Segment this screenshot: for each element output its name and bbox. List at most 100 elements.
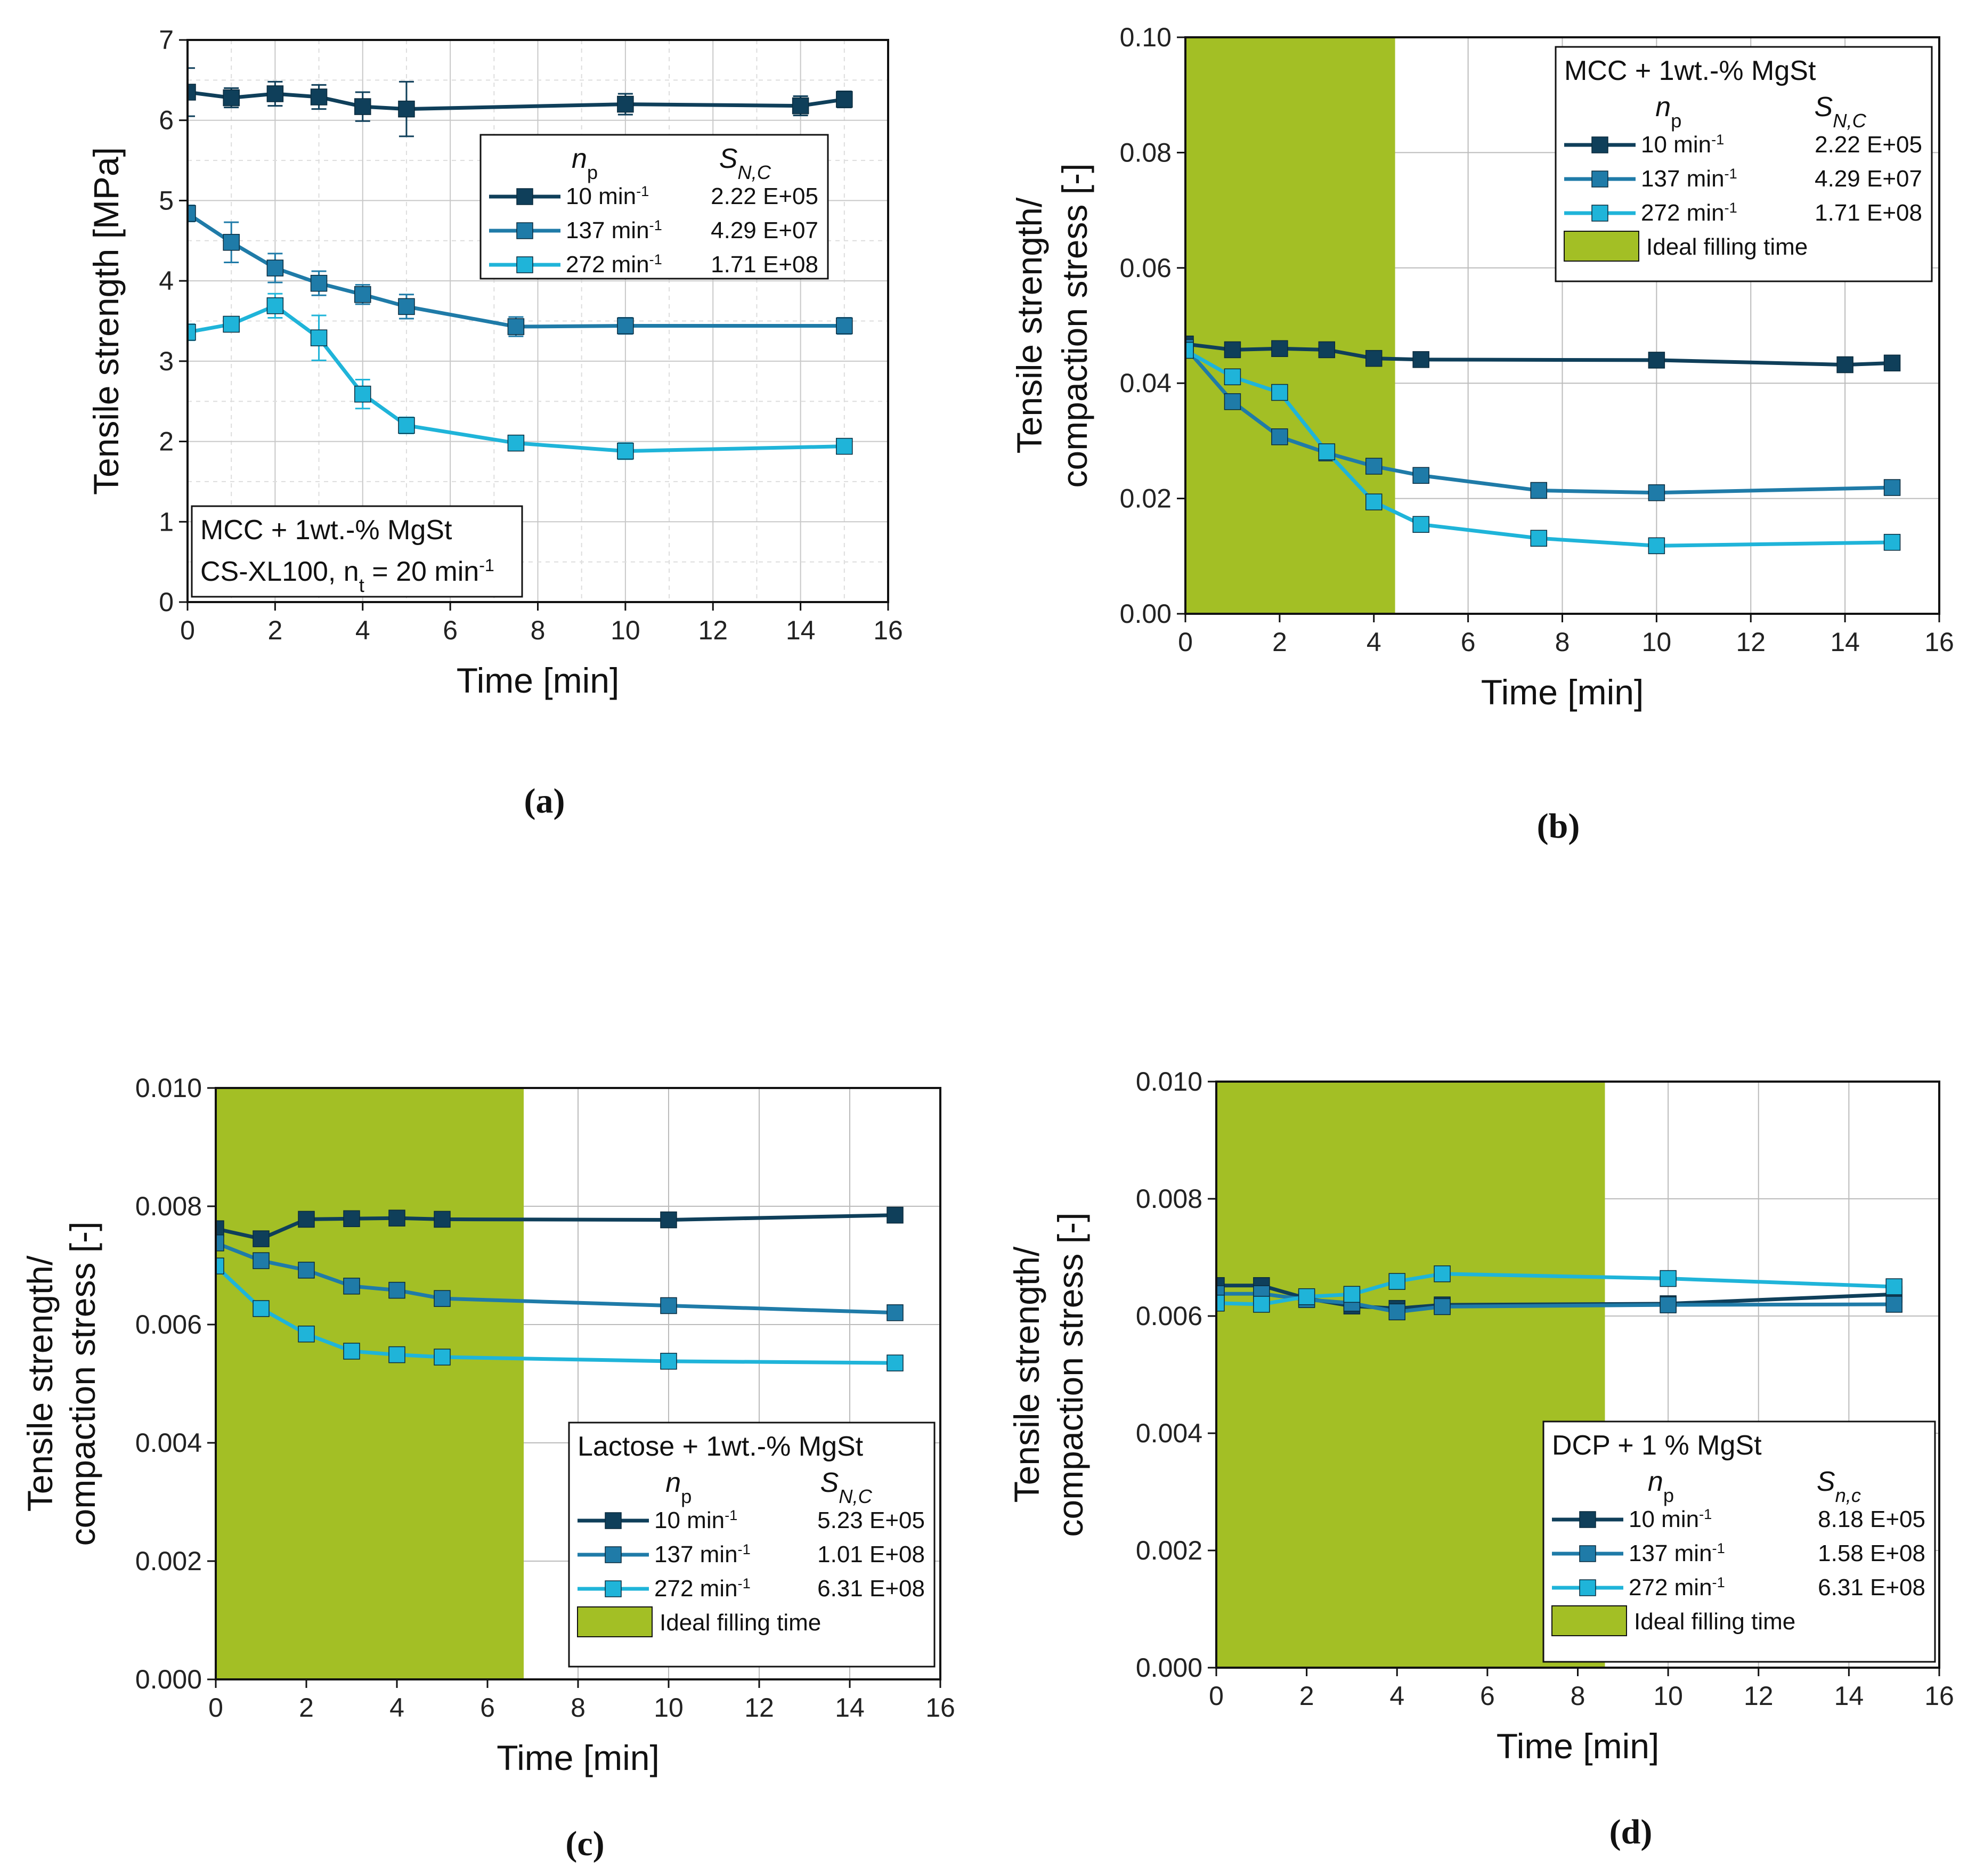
data-point xyxy=(660,1353,677,1370)
legend-fill-entry: Ideal filling time xyxy=(1551,1605,1795,1636)
data-point xyxy=(1648,537,1665,555)
y-axis-label-line: Tensile strength/ xyxy=(1010,197,1049,453)
legend-header-sn: SN,C xyxy=(1815,92,1867,132)
data-point xyxy=(343,1210,360,1228)
data-point xyxy=(887,1206,904,1224)
svg-text:6.31 E+08: 6.31 E+08 xyxy=(817,1575,925,1602)
axes: 0 2 4 6 8 10 12 14 16 0.000 0.002 0.004 0.006 0.008 0.… xyxy=(20,1073,955,1777)
panel-caption: (d) xyxy=(1609,1813,1653,1851)
series-s10 xyxy=(216,1206,904,1247)
legend: DCP + 1 % MgSt np Sn,c 10 min-1 8.18 E+05 137… xyxy=(1542,1420,1936,1663)
data-point xyxy=(223,234,240,251)
y-tick-label: 7 xyxy=(159,25,174,55)
data-point xyxy=(1412,351,1429,368)
x-tick-label: 12 xyxy=(698,615,728,645)
svg-text:10 min-1: 10 min-1 xyxy=(1629,1506,1712,1533)
panel-caption: (a) xyxy=(524,782,565,821)
data-point xyxy=(1648,484,1665,501)
y-tick-label: 0.08 xyxy=(1120,137,1172,167)
legend-title: Lactose + 1wt.-% MgSt xyxy=(578,1431,864,1462)
data-point xyxy=(1434,1265,1451,1282)
data-point xyxy=(266,259,284,277)
series-group xyxy=(188,67,853,460)
y-tick-label: 0.006 xyxy=(1136,1301,1202,1331)
x-tick-label: 0 xyxy=(208,1693,223,1723)
data-point xyxy=(1530,530,1548,547)
x-tick-label: 14 xyxy=(1830,627,1860,657)
y-tick-label: 5 xyxy=(159,185,174,215)
data-point xyxy=(1343,1286,1361,1303)
legend-entry: 272 min-1 1.71 E+08 xyxy=(489,251,818,278)
y-axis-label: Tensile strength [MPa] xyxy=(86,147,126,495)
y-tick-label: 0.000 xyxy=(135,1664,202,1694)
panel-caption: (c) xyxy=(565,1824,604,1863)
x-tick-label: 6 xyxy=(443,615,458,645)
x-tick-label: 8 xyxy=(1555,627,1570,657)
y-tick-label: 0.000 xyxy=(1136,1653,1202,1683)
legend-header-sn: SN,C xyxy=(719,143,771,183)
svg-text:272 min-1: 272 min-1 xyxy=(1629,1574,1725,1601)
x-tick-label: 2 xyxy=(1299,1681,1314,1711)
data-point xyxy=(1298,1288,1315,1305)
svg-text:4.29 E+07: 4.29 E+07 xyxy=(711,217,818,243)
legend-entry: 137 min-1 1.58 E+08 xyxy=(1552,1540,1925,1566)
y-tick-label: 0.004 xyxy=(1136,1418,1202,1448)
data-point xyxy=(1318,341,1336,359)
svg-text:1.71 E+08: 1.71 E+08 xyxy=(711,251,818,278)
y-tick-label: 0.004 xyxy=(135,1428,202,1458)
x-tick-label: 14 xyxy=(835,1693,865,1723)
y-tick-label: 0.006 xyxy=(135,1310,202,1339)
x-tick-label: 0 xyxy=(180,615,195,645)
svg-text:10 min-1: 10 min-1 xyxy=(1641,131,1724,158)
x-tick-label: 10 xyxy=(654,1693,684,1723)
data-point xyxy=(1836,356,1853,373)
legend-entry: 272 min-1 6.31 E+08 xyxy=(1552,1574,1925,1601)
x-tick-label: 10 xyxy=(611,615,640,645)
y-axis-label-line: compaction stress [-] xyxy=(1055,164,1094,488)
data-point xyxy=(434,1290,451,1307)
svg-text:1.71 E+08: 1.71 E+08 xyxy=(1815,200,1922,226)
data-point xyxy=(887,1304,904,1321)
data-point xyxy=(388,1346,405,1363)
data-point xyxy=(1224,341,1241,359)
data-point xyxy=(253,1252,270,1269)
data-point xyxy=(298,1262,315,1279)
y-tick-label: 2 xyxy=(159,427,174,457)
data-point xyxy=(1885,1278,1902,1295)
series-group xyxy=(1185,335,1901,555)
x-tick-label: 10 xyxy=(1642,627,1672,657)
y-tick-label: 0.002 xyxy=(135,1546,202,1576)
svg-text:137 min-1: 137 min-1 xyxy=(654,1541,751,1568)
svg-text:4.29 E+07: 4.29 E+07 xyxy=(1815,166,1922,192)
data-point xyxy=(188,205,196,222)
y-tick-label: 0.010 xyxy=(1136,1067,1202,1097)
x-tick-label: 6 xyxy=(1480,1681,1495,1711)
y-tick-label: 0.10 xyxy=(1120,22,1172,52)
svg-text:272 min-1: 272 min-1 xyxy=(1641,199,1737,226)
data-point xyxy=(1253,1296,1270,1313)
y-tick-label: 0.06 xyxy=(1120,253,1172,283)
svg-text:272 min-1: 272 min-1 xyxy=(654,1575,751,1602)
panel-caption: (b) xyxy=(1537,807,1580,846)
data-point xyxy=(223,89,240,107)
data-point xyxy=(617,95,634,113)
series-s10 xyxy=(1185,335,1901,373)
data-point xyxy=(216,1220,224,1237)
legend-entry: 272 min-1 6.31 E+08 xyxy=(578,1575,925,1602)
plot-frame xyxy=(1215,1081,1940,1669)
y-tick-label: 6 xyxy=(159,105,174,135)
legend-entry: 137 min-1 1.01 E+08 xyxy=(578,1541,925,1568)
data-point xyxy=(887,1354,904,1371)
axes: 0 2 4 6 8 10 12 14 16 0.000 0.002 0.004 0.006 0.008 0.… xyxy=(1007,1067,1954,1766)
data-point xyxy=(1271,340,1288,358)
data-point xyxy=(1365,458,1383,475)
data-point xyxy=(310,88,328,105)
annotation-box: MCC + 1wt.-% MgSt CS-XL100, nt = 20 min-1 xyxy=(191,505,523,598)
data-point xyxy=(434,1211,451,1228)
data-point xyxy=(1224,393,1241,410)
axes: 0 2 4 6 8 10 12 14 16 0.00 0.02 0.04 0.06 0.08 0.10 Tim… xyxy=(1010,22,1954,712)
y-tick-label: 1 xyxy=(159,507,174,537)
legend-header-np: np xyxy=(1655,92,1681,132)
svg-text:1.01 E+08: 1.01 E+08 xyxy=(817,1541,925,1568)
data-point xyxy=(507,318,525,335)
